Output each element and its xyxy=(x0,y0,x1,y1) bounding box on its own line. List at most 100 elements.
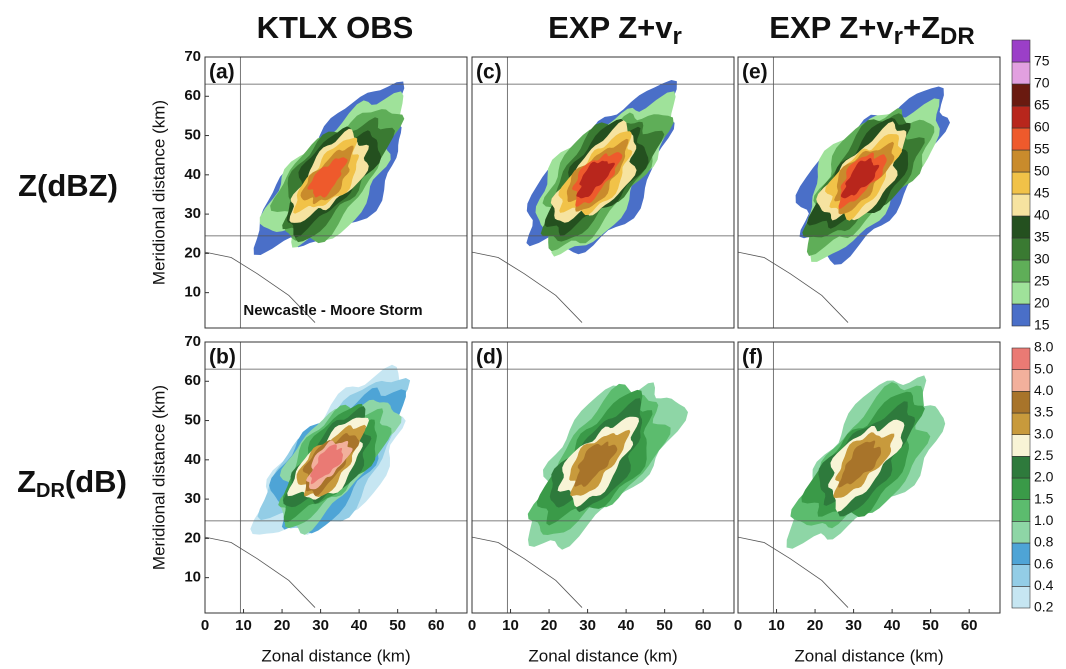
y-tick-label: 40 xyxy=(184,166,201,183)
x-tick-label: 50 xyxy=(656,617,673,634)
panel-label: (b) xyxy=(209,346,236,369)
panel-label: (d) xyxy=(476,346,503,369)
colorbar-swatch xyxy=(1012,435,1030,457)
row-part: Z xyxy=(17,464,36,499)
colorbar-swatch xyxy=(1012,194,1030,216)
title-part: KTLX OBS xyxy=(257,10,414,45)
colorbar: 15202530354045505560657075 xyxy=(1012,40,1050,333)
colorbar-label: 1.5 xyxy=(1034,490,1054,506)
x-tick-label: 60 xyxy=(695,617,712,634)
contour-field xyxy=(738,57,1000,328)
x-tick-label: 20 xyxy=(807,617,824,634)
colorbar-swatch xyxy=(1012,500,1030,522)
colorbar-swatch xyxy=(1012,172,1030,194)
y-axis-label: Meridional distance (km) xyxy=(149,385,168,570)
column-title-text: KTLX OBS xyxy=(257,10,414,45)
colorbar-label: 0.2 xyxy=(1034,599,1054,615)
x-axis-label: Zonal distance (km) xyxy=(261,646,410,665)
y-tick-label: 50 xyxy=(184,127,201,144)
x-tick-label: 20 xyxy=(274,617,291,634)
title-part: EXP Z+v xyxy=(548,10,673,45)
colorbar-label: 1.0 xyxy=(1034,512,1054,528)
y-tick-label: 40 xyxy=(184,451,201,468)
y-tick-label: 30 xyxy=(184,205,201,222)
panel: (e) xyxy=(738,57,1000,328)
row-part: (dB) xyxy=(65,464,127,499)
y-tick-label: 30 xyxy=(184,490,201,507)
x-tick-label: 30 xyxy=(312,617,329,634)
colorbar-label: 2.5 xyxy=(1034,447,1054,463)
colorbar-label: 60 xyxy=(1034,119,1050,135)
colorbar-swatch xyxy=(1012,521,1030,543)
colorbar-label: 0.6 xyxy=(1034,555,1054,571)
contour-field xyxy=(738,342,1000,613)
title-sub: DR xyxy=(940,23,975,50)
panel-label: (f) xyxy=(742,346,763,369)
x-tick-label: 40 xyxy=(884,617,901,634)
colorbar-swatch xyxy=(1012,260,1030,282)
colorbar-label: 20 xyxy=(1034,295,1050,311)
x-tick-label: 60 xyxy=(428,617,445,634)
colorbar-swatch xyxy=(1012,391,1030,413)
y-tick-label: 20 xyxy=(184,529,201,546)
colorbar-swatch xyxy=(1012,586,1030,608)
row-label: ZDR(dB) xyxy=(17,464,127,502)
title-part: EXP Z+v xyxy=(769,10,894,45)
title-sub: r xyxy=(673,23,682,50)
row-part: Z(dBZ) xyxy=(18,168,118,203)
x-tick-label: 0 xyxy=(734,617,742,634)
colorbar-label: 45 xyxy=(1034,185,1050,201)
colorbar-swatch xyxy=(1012,84,1030,106)
colorbar-swatch xyxy=(1012,565,1030,587)
y-tick-label: 10 xyxy=(184,284,201,301)
colorbar-swatch xyxy=(1012,40,1030,62)
title-part: +Z xyxy=(903,10,940,45)
panel: (a)Newcastle - Moore Storm10203040506070… xyxy=(149,48,467,328)
colorbar-swatch xyxy=(1012,238,1030,260)
colorbar-label: 4.0 xyxy=(1034,382,1054,398)
x-tick-label: 60 xyxy=(961,617,978,634)
x-tick-label: 0 xyxy=(468,617,476,634)
x-tick-label: 40 xyxy=(618,617,635,634)
title-sub: r xyxy=(894,23,903,50)
river-line xyxy=(738,252,848,322)
row-sub: DR xyxy=(36,480,65,502)
annotation: Newcastle - Moore Storm xyxy=(243,302,422,319)
colorbar-swatch xyxy=(1012,478,1030,500)
river-line xyxy=(472,252,582,322)
contour-field xyxy=(205,57,467,328)
colorbar-swatch xyxy=(1012,456,1030,478)
colorbar-label: 40 xyxy=(1034,207,1050,223)
colorbar-swatch xyxy=(1012,62,1030,84)
colorbar-label: 5.0 xyxy=(1034,360,1054,376)
colorbar-swatch xyxy=(1012,543,1030,565)
column-title: KTLX OBS xyxy=(257,10,414,45)
x-tick-label: 10 xyxy=(768,617,785,634)
colorbar-label: 30 xyxy=(1034,251,1050,267)
x-axis-label: Zonal distance (km) xyxy=(794,646,943,665)
y-tick-label: 20 xyxy=(184,244,201,261)
colorbar-swatch xyxy=(1012,216,1030,238)
contour-field xyxy=(472,57,734,328)
colorbar-label: 3.5 xyxy=(1034,404,1054,420)
x-tick-label: 40 xyxy=(351,617,368,634)
x-tick-label: 0 xyxy=(201,617,209,634)
colorbar: 0.20.40.60.81.01.52.02.53.03.54.05.08.0 xyxy=(1012,339,1054,615)
x-tick-label: 10 xyxy=(235,617,252,634)
colorbar-label: 8.0 xyxy=(1034,339,1054,355)
row-label: Z(dBZ) xyxy=(18,168,118,203)
river-line xyxy=(205,537,315,607)
colorbar-swatch xyxy=(1012,106,1030,128)
colorbar-label: 2.0 xyxy=(1034,469,1054,485)
colorbar-label: 75 xyxy=(1034,53,1050,69)
colorbar-label: 35 xyxy=(1034,229,1050,245)
y-tick-label: 70 xyxy=(184,333,201,350)
contour-field xyxy=(205,342,467,613)
panel-label: (c) xyxy=(476,61,502,84)
y-tick-label: 10 xyxy=(184,569,201,586)
column-title-text: EXP Z+vr xyxy=(548,10,682,50)
x-tick-label: 50 xyxy=(389,617,406,634)
figure: KTLX OBS EXP Z+vr EXP Z+vr+ZDR Z(dBZ) ZD… xyxy=(0,0,1066,669)
